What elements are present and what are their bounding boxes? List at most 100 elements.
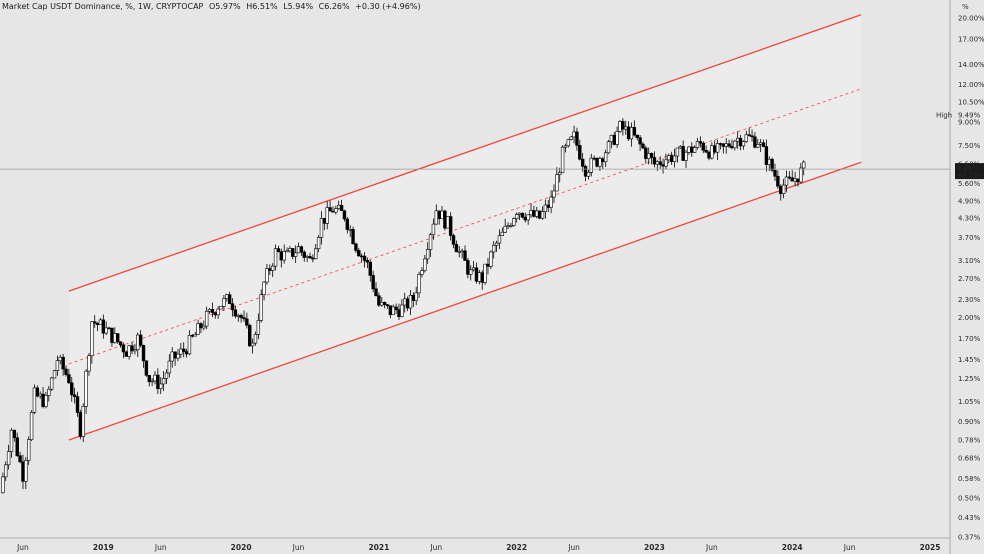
- price-tick-label: 2.30%: [958, 296, 981, 304]
- candle-body: [403, 298, 407, 306]
- candle-body: [15, 437, 19, 456]
- candle-body: [70, 382, 74, 396]
- candle-body: [425, 249, 430, 260]
- candle-body: [308, 256, 312, 259]
- candle-body: [319, 218, 324, 238]
- candle-body: [58, 356, 62, 362]
- candle-body: [354, 243, 358, 251]
- candle-body: [704, 149, 708, 153]
- candle-body: [351, 229, 355, 245]
- candle-body: [164, 372, 169, 379]
- candle-body: [199, 323, 203, 329]
- candle-body: [345, 218, 350, 230]
- time-tick-label: Jun: [843, 543, 856, 552]
- time-tick-label: 2022: [506, 543, 527, 552]
- price-tick-label: 2.00%: [958, 314, 981, 322]
- candle-body: [98, 319, 103, 326]
- candle-body: [374, 288, 378, 296]
- candle-body: [202, 325, 206, 329]
- candle-body: [385, 304, 390, 306]
- symbol-legend[interactable]: Market Cap USDT Dominance, %, 1W, CRYPTO…: [2, 2, 424, 11]
- candle-body: [104, 327, 108, 334]
- channel-fill: [68, 14, 862, 440]
- candle-body: [695, 141, 700, 148]
- time-tick-label: Jun: [567, 543, 580, 552]
- ohlc-close: C6.26%: [318, 2, 350, 11]
- ohlc-high: H6.51%: [246, 2, 278, 11]
- candle-body: [609, 134, 614, 142]
- candle-body: [236, 315, 240, 317]
- candle-body: [790, 177, 794, 182]
- candle-body: [733, 140, 737, 149]
- price-tick-label: 14.00%: [958, 61, 984, 69]
- candle-body: [196, 323, 200, 335]
- candle-body: [371, 275, 375, 290]
- candle-body: [552, 190, 556, 198]
- time-tick-label: Jun: [429, 543, 442, 552]
- candle-body: [463, 250, 467, 261]
- candle-body: [291, 248, 295, 257]
- candle-body: [715, 143, 720, 153]
- candle-body: [443, 210, 447, 229]
- candle-body: [182, 348, 186, 352]
- candle-body: [81, 406, 85, 437]
- candle-body: [512, 218, 516, 226]
- candle-body: [770, 158, 774, 171]
- time-scale[interactable]: Jun 2019 Jun 2020 Jun 2021 Jun 2022 Jun 2023 Jun 20…: [0, 537, 950, 552]
- candle-body: [713, 145, 717, 153]
- candle-body: [776, 175, 780, 187]
- candle-body: [397, 309, 401, 317]
- candle-body: [21, 461, 25, 482]
- candle-body: [337, 204, 341, 209]
- candle-body: [167, 360, 172, 374]
- candle-body: [187, 335, 192, 355]
- ohlc-low: L5.94%: [283, 2, 314, 11]
- candle-body: [268, 268, 272, 271]
- high-value: 9.49%: [958, 111, 981, 119]
- candle-body: [101, 319, 106, 334]
- price-tick-label: 0.43%: [958, 514, 981, 522]
- candle-body: [750, 135, 754, 138]
- candle-body: [448, 216, 453, 236]
- price-tick-label: 17.00%: [958, 36, 984, 44]
- candle-body: [130, 345, 134, 352]
- time-tick-label: Jun: [154, 543, 167, 552]
- candle-body: [150, 380, 154, 383]
- candle-body: [262, 281, 266, 296]
- price-scale[interactable]: 20.00% 17.00% 14.00% 12.00% 10.50% 9.00% 7.50%…: [949, 0, 984, 554]
- candle-body: [113, 333, 117, 343]
- candle-body: [540, 211, 545, 219]
- candle-body: [566, 139, 571, 147]
- candle-body: [227, 294, 232, 305]
- candle-body: [497, 235, 502, 244]
- candle-body: [506, 225, 510, 228]
- candle-body: [299, 246, 304, 253]
- candle-body: [72, 394, 77, 397]
- candle-body: [580, 158, 585, 167]
- candle-body: [127, 345, 131, 357]
- candle-body: [334, 208, 338, 213]
- candle-body: [710, 145, 714, 159]
- candle-body: [494, 242, 499, 246]
- candle-body: [799, 167, 803, 183]
- candle-body: [437, 210, 441, 220]
- candle-body: [423, 258, 427, 271]
- candle-body: [641, 143, 645, 149]
- candle-body: [316, 237, 321, 250]
- candle-body: [523, 216, 527, 221]
- candle-body: [328, 207, 332, 212]
- candle-body: [428, 234, 433, 250]
- candle-body: [661, 164, 665, 167]
- candle-body: [411, 295, 416, 301]
- candle-body: [563, 145, 568, 148]
- candle-body: [67, 374, 71, 384]
- candle-body: [24, 460, 28, 482]
- candle-body: [632, 127, 637, 136]
- candle-body: [644, 147, 648, 159]
- candle-body: [595, 157, 599, 167]
- candle-body: [601, 158, 605, 163]
- candle-body: [35, 387, 40, 397]
- candle-body: [730, 146, 734, 149]
- price-tick-label: 1.25%: [958, 375, 981, 383]
